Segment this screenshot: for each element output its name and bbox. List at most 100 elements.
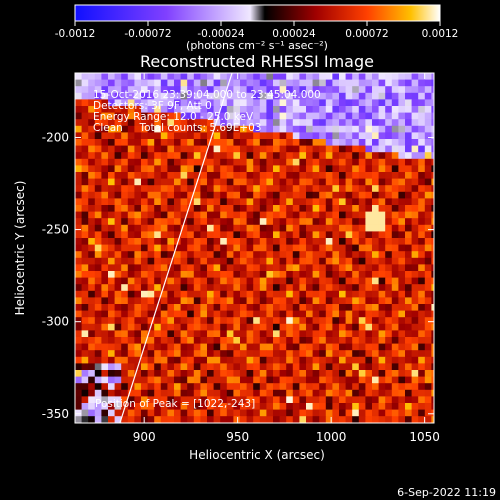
- heatmap-cell: [167, 317, 175, 325]
- heatmap-cell: [226, 244, 234, 252]
- heatmap-cell: [292, 238, 300, 245]
- heatmap-cell: [121, 317, 129, 325]
- heatmap-cell: [424, 416, 432, 423]
- heatmap-cell: [200, 389, 208, 397]
- heatmap-cell: [391, 297, 399, 305]
- heatmap-cell: [358, 403, 366, 410]
- heatmap-cell: [424, 284, 432, 292]
- heatmap-cell: [147, 106, 155, 113]
- heatmap-cell: [160, 106, 168, 113]
- heatmap-cell: [101, 403, 109, 410]
- heatmap-cell: [114, 165, 122, 173]
- heatmap-cell: [121, 224, 129, 232]
- heatmap-cell: [332, 389, 340, 397]
- heatmap-cell: [193, 363, 201, 371]
- heatmap-cell: [259, 310, 267, 318]
- heatmap-cell: [160, 158, 168, 166]
- heatmap-cell: [306, 112, 313, 120]
- heatmap-cell: [299, 218, 307, 226]
- heatmap-cell: [398, 198, 406, 206]
- heatmap-cell: [167, 284, 175, 292]
- heatmap-cell: [193, 396, 201, 404]
- heatmap-cell: [240, 99, 247, 107]
- heatmap-cell: [147, 264, 155, 272]
- heatmap-cell: [266, 191, 274, 199]
- heatmap-cell: [193, 73, 201, 80]
- heatmap-cell: [174, 337, 181, 344]
- heatmap-cell: [418, 323, 426, 331]
- heatmap-cell: [187, 119, 195, 127]
- heatmap-cell: [134, 152, 142, 160]
- heatmap-cell: [81, 211, 89, 219]
- heatmap-cell: [339, 106, 346, 113]
- heatmap-cell: [108, 218, 115, 226]
- heatmap-cell: [345, 211, 353, 219]
- heatmap-cell: [114, 350, 122, 358]
- heatmap-cell: [391, 422, 399, 423]
- heatmap-cell: [405, 383, 412, 391]
- heatmap-cell: [108, 330, 115, 338]
- heatmap-cell: [431, 224, 434, 232]
- heatmap-cell: [372, 191, 379, 199]
- heatmap-cell: [352, 356, 360, 364]
- heatmap-cell: [240, 79, 247, 87]
- heatmap-cell: [180, 99, 188, 107]
- heatmap-cell: [431, 238, 434, 245]
- heatmap-cell: [325, 304, 333, 311]
- heatmap-cell: [108, 284, 115, 292]
- heatmap-cell: [332, 416, 340, 423]
- heatmap-cell: [299, 370, 307, 377]
- heatmap-cell: [345, 257, 353, 265]
- heatmap-cell: [180, 350, 188, 358]
- heatmap-cell: [94, 205, 102, 212]
- heatmap-cell: [147, 231, 155, 239]
- heatmap-cell: [207, 396, 214, 404]
- heatmap-cell: [154, 317, 162, 325]
- heatmap-cell: [180, 132, 188, 140]
- heatmap-cell: [167, 99, 175, 107]
- heatmap-cell: [94, 323, 102, 331]
- heatmap-cell: [187, 205, 195, 212]
- heatmap-cell: [424, 198, 432, 206]
- heatmap-cell: [240, 92, 247, 100]
- heatmap-cell: [253, 218, 261, 226]
- heatmap-cell: [233, 257, 241, 265]
- heatmap-cell: [134, 185, 142, 193]
- heatmap-cell: [312, 152, 320, 160]
- heatmap-cell: [345, 99, 353, 107]
- heatmap-cell: [160, 125, 168, 133]
- heatmap-cell: [431, 231, 434, 239]
- heatmap-cell: [141, 119, 148, 127]
- heatmap-cell: [358, 211, 366, 219]
- heatmap-cell: [121, 73, 129, 80]
- heatmap-cell: [286, 350, 294, 358]
- heatmap-cell: [213, 238, 221, 245]
- heatmap-cell: [339, 317, 346, 325]
- heatmap-cell: [365, 264, 373, 272]
- heatmap-cell: [378, 422, 386, 423]
- heatmap-cell: [391, 304, 399, 311]
- heatmap-cell: [187, 132, 195, 140]
- heatmap-cell: [94, 257, 102, 265]
- heatmap-cell: [385, 271, 393, 278]
- heatmap-cell: [160, 323, 168, 331]
- heatmap-cell: [292, 244, 300, 252]
- heatmap-cell: [220, 403, 228, 410]
- heatmap-cell: [88, 409, 96, 417]
- heatmap-cell: [352, 191, 360, 199]
- heatmap-cell: [233, 337, 241, 344]
- heatmap-cell: [114, 330, 122, 338]
- heatmap-cell: [365, 416, 373, 423]
- heatmap-cell: [121, 79, 129, 87]
- heatmap-cell: [141, 178, 148, 186]
- heatmap-cell: [114, 205, 122, 212]
- heatmap-cell: [312, 403, 320, 410]
- heatmap-cell: [101, 422, 109, 423]
- heatmap-cell: [240, 343, 247, 351]
- heatmap-cell: [292, 271, 300, 278]
- heatmap-cell: [339, 205, 346, 212]
- heatmap-cell: [365, 251, 373, 259]
- heatmap-cell: [292, 73, 300, 80]
- heatmap-cell: [372, 297, 379, 305]
- heatmap-cell: [127, 158, 135, 166]
